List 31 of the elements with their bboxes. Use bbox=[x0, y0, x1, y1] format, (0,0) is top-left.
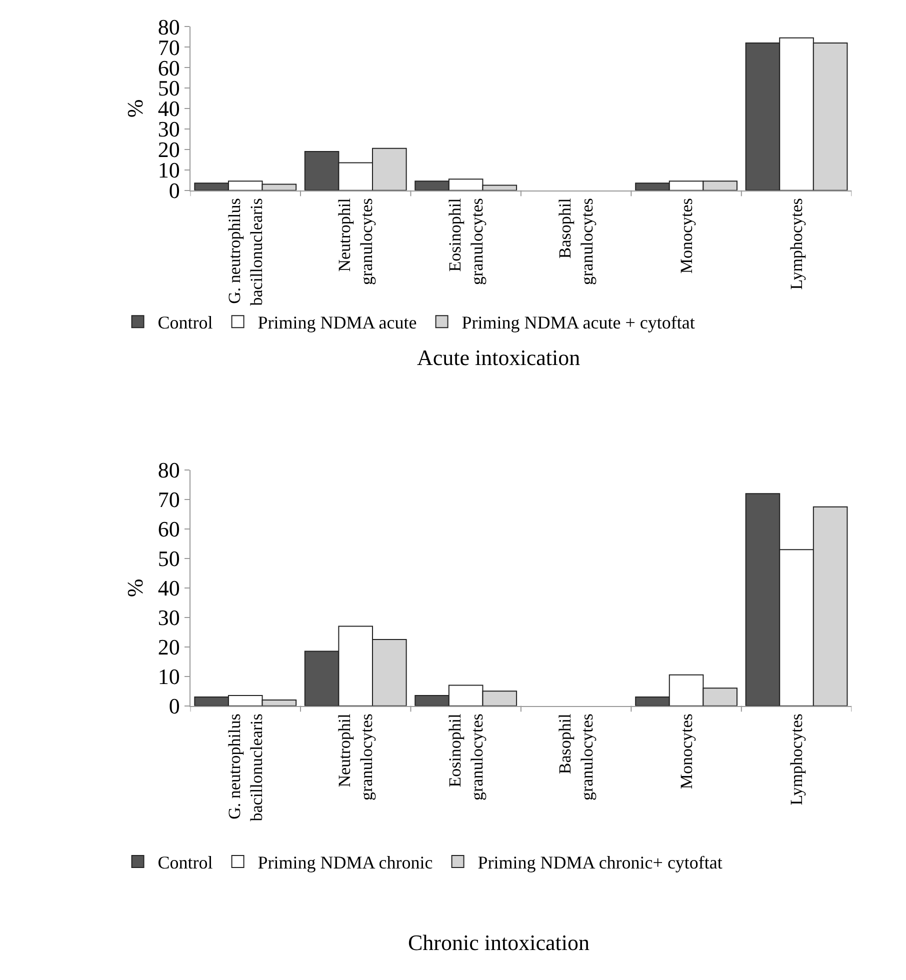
y-tick-label: 20 bbox=[158, 634, 180, 660]
legend-label: Control bbox=[158, 852, 213, 872]
legend-label: Priming NDMA acute + cytoftat bbox=[462, 312, 695, 333]
legend-label: Priming NDMA acute bbox=[258, 312, 417, 333]
x-tick-label: Monocytes bbox=[676, 714, 696, 790]
x-tick-label: Monocytes bbox=[676, 198, 696, 274]
y-tick-label: 80 bbox=[158, 458, 180, 483]
x-tick-label: Eosinophil granulocytes bbox=[445, 713, 486, 800]
y-tick-label: 30 bbox=[158, 605, 180, 630]
legend-label: Priming NDMA chronic+ cytoftat bbox=[478, 852, 722, 872]
text: Acute intoxication bbox=[417, 345, 580, 370]
x-tick-label: Eosinophil granulocytes bbox=[445, 198, 486, 285]
y-tick-label: 60 bbox=[158, 516, 180, 542]
y-tick-label: 10 bbox=[158, 664, 180, 690]
x-tick-label: G. neutrophilus bacillonuclearis bbox=[224, 714, 266, 822]
legend-label: Control bbox=[158, 312, 213, 333]
y-tick-label: 70 bbox=[158, 487, 180, 512]
y-axis-title: % bbox=[122, 99, 148, 118]
x-tick-label: Lymphocytes bbox=[787, 714, 806, 806]
y-tick-label: 0 bbox=[168, 694, 180, 719]
x-tick-label: Basophil granulocytes bbox=[556, 713, 597, 800]
y-tick-label: 50 bbox=[158, 546, 180, 572]
x-tick-label: Neutrophil granulocytes bbox=[335, 198, 376, 285]
text: Chronic intoxication bbox=[408, 930, 590, 955]
y-tick-label: 40 bbox=[158, 576, 180, 601]
legend-label: Priming NDMA chronic bbox=[258, 852, 433, 872]
x-tick-label: G. neutrophilus bacillonuclearis bbox=[224, 198, 266, 306]
x-tick-label: Neutrophil granulocytes bbox=[335, 713, 376, 800]
x-tick-label: Basophil granulocytes bbox=[556, 198, 597, 285]
y-axis-title: % bbox=[122, 578, 148, 598]
x-tick-label: Lymphocytes bbox=[787, 198, 806, 290]
